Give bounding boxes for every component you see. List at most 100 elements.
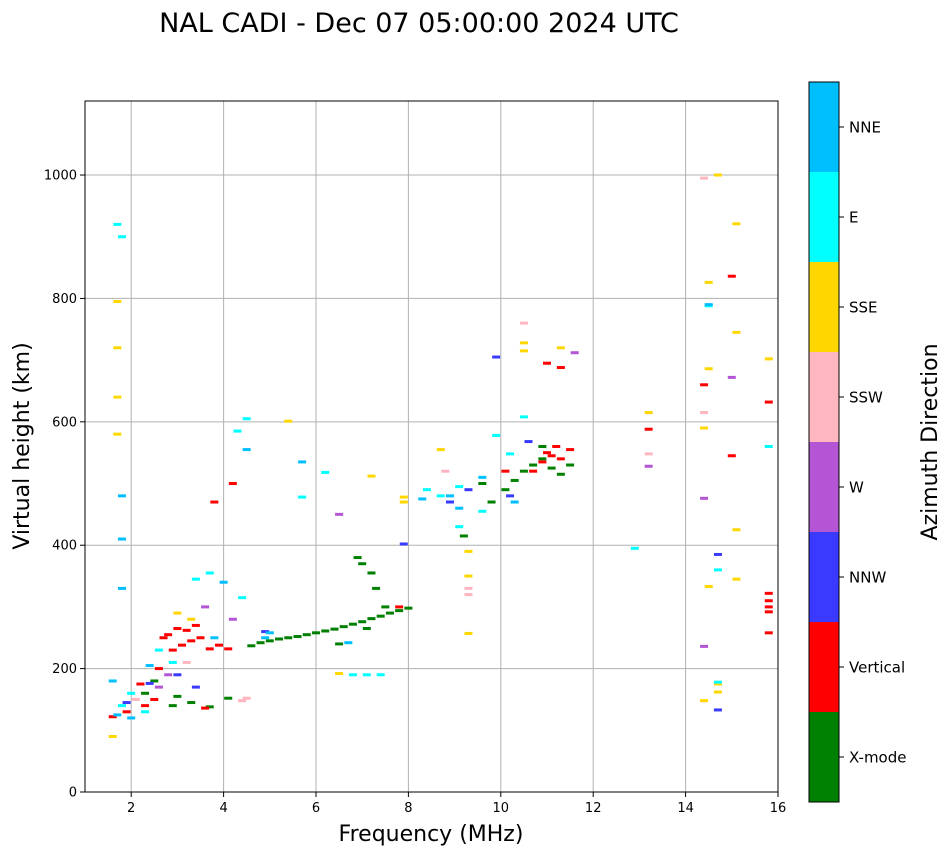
data-point-e — [455, 485, 464, 489]
colorbar-label: NNW — [849, 569, 886, 587]
data-point-nnw — [145, 681, 154, 685]
data-point-nne — [210, 636, 219, 640]
data-point-vertical — [644, 427, 653, 431]
data-point-w — [727, 375, 736, 379]
data-point-nne — [219, 580, 228, 584]
data-point-sse — [519, 341, 528, 345]
data-point-sse — [713, 690, 722, 694]
data-point-vertical — [764, 591, 773, 595]
data-point-sse — [713, 682, 722, 686]
data-point-sse — [399, 495, 408, 499]
data-point-nne — [418, 497, 427, 501]
data-point-x-mode — [547, 466, 556, 470]
data-point-nnw — [399, 542, 408, 546]
y-tick-label: 0 — [69, 786, 77, 801]
data-point-x-mode — [395, 609, 404, 613]
data-point-nne — [117, 586, 126, 590]
data-point-vertical — [196, 636, 205, 640]
data-point-nne — [704, 303, 713, 307]
data-point-w — [570, 351, 579, 355]
y-axis-label: Virtual height (km) — [10, 342, 35, 549]
data-point-sse — [704, 367, 713, 371]
data-point-x-mode — [376, 614, 385, 618]
data-point-ssw — [700, 176, 709, 180]
data-point-w — [700, 496, 709, 500]
data-point-x-mode — [302, 633, 311, 637]
data-point-sse — [732, 330, 741, 334]
data-point-vertical — [168, 648, 177, 652]
colorbar-label: E — [849, 209, 858, 227]
data-point-x-mode — [358, 620, 367, 624]
data-point-vertical — [224, 647, 233, 651]
data-point-vertical — [727, 274, 736, 278]
data-point-nnw — [122, 701, 131, 705]
data-point-e — [191, 577, 200, 581]
data-point-vertical — [764, 631, 773, 635]
data-point-x-mode — [187, 701, 196, 705]
data-point-e — [436, 494, 445, 498]
data-point-nnw — [173, 673, 182, 677]
data-point-sse — [700, 699, 709, 703]
data-point-e — [117, 235, 126, 239]
data-point-ssw — [441, 469, 450, 473]
data-point-nne — [117, 494, 126, 498]
data-point-sse — [284, 419, 293, 423]
data-point-e — [376, 673, 385, 677]
data-point-ssw — [644, 452, 653, 456]
data-point-sse — [644, 411, 653, 415]
data-point-x-mode — [362, 627, 371, 631]
x-tick-label: 4 — [219, 801, 227, 816]
data-point-vertical — [150, 697, 159, 701]
data-point-nne — [298, 460, 307, 464]
data-point-sse — [464, 631, 473, 635]
data-point-x-mode — [529, 463, 538, 467]
colorbar: X-mode Vertical NNW W SSW SSE E NNE — [808, 81, 906, 803]
data-point-sse — [704, 280, 713, 284]
data-point-vertical — [556, 457, 565, 461]
data-point-x-mode — [321, 629, 330, 633]
data-point-vertical — [164, 633, 173, 637]
data-point-vertical — [764, 605, 773, 609]
x-tick-label: 8 — [404, 801, 412, 816]
colorbar-swatch-e — [809, 172, 839, 262]
data-point-sse — [464, 574, 473, 578]
x-tick-label: 10 — [493, 801, 510, 816]
data-point-ssw — [700, 411, 709, 415]
data-point-sse — [700, 426, 709, 430]
colorbar-swatch-nnw — [809, 532, 839, 622]
data-point-vertical — [764, 400, 773, 404]
data-point-sse — [173, 611, 182, 615]
data-point-nnw — [524, 440, 533, 444]
data-point-sse — [335, 672, 344, 676]
data-point-sse — [764, 357, 773, 361]
data-point-x-mode — [538, 445, 547, 448]
data-point-e — [713, 568, 722, 572]
data-point-x-mode — [284, 636, 293, 640]
chart-title: NAL CADI - Dec 07 05:00:00 2024 UTC — [159, 8, 679, 39]
colorbar-swatch-vertical — [809, 622, 839, 712]
data-point-ssw — [464, 593, 473, 597]
colorbar-label: NNE — [849, 119, 881, 137]
colorbar-label: X-mode — [849, 749, 906, 767]
data-point-e — [630, 546, 639, 550]
data-point-e — [154, 648, 163, 652]
data-point-vertical — [210, 500, 219, 504]
colorbar-label: W — [849, 479, 864, 497]
data-point-vertical — [556, 366, 565, 370]
data-point-x-mode — [293, 635, 302, 639]
data-point-e — [321, 470, 330, 474]
data-point-sse — [732, 528, 741, 532]
colorbar-swatch-x-mode — [809, 712, 839, 802]
plot-frame — [84, 100, 779, 793]
data-point-sse — [464, 549, 473, 553]
data-point-vertical — [201, 706, 210, 710]
data-point-e — [764, 445, 773, 448]
data-point-vertical — [529, 469, 538, 473]
data-point-sse — [113, 300, 122, 304]
data-point-vertical — [727, 454, 736, 458]
data-point-ssw — [238, 699, 247, 703]
data-point-nne — [261, 636, 270, 640]
data-point-nne — [510, 500, 519, 504]
data-point-x-mode — [519, 469, 528, 473]
data-point-x-mode — [538, 457, 547, 461]
